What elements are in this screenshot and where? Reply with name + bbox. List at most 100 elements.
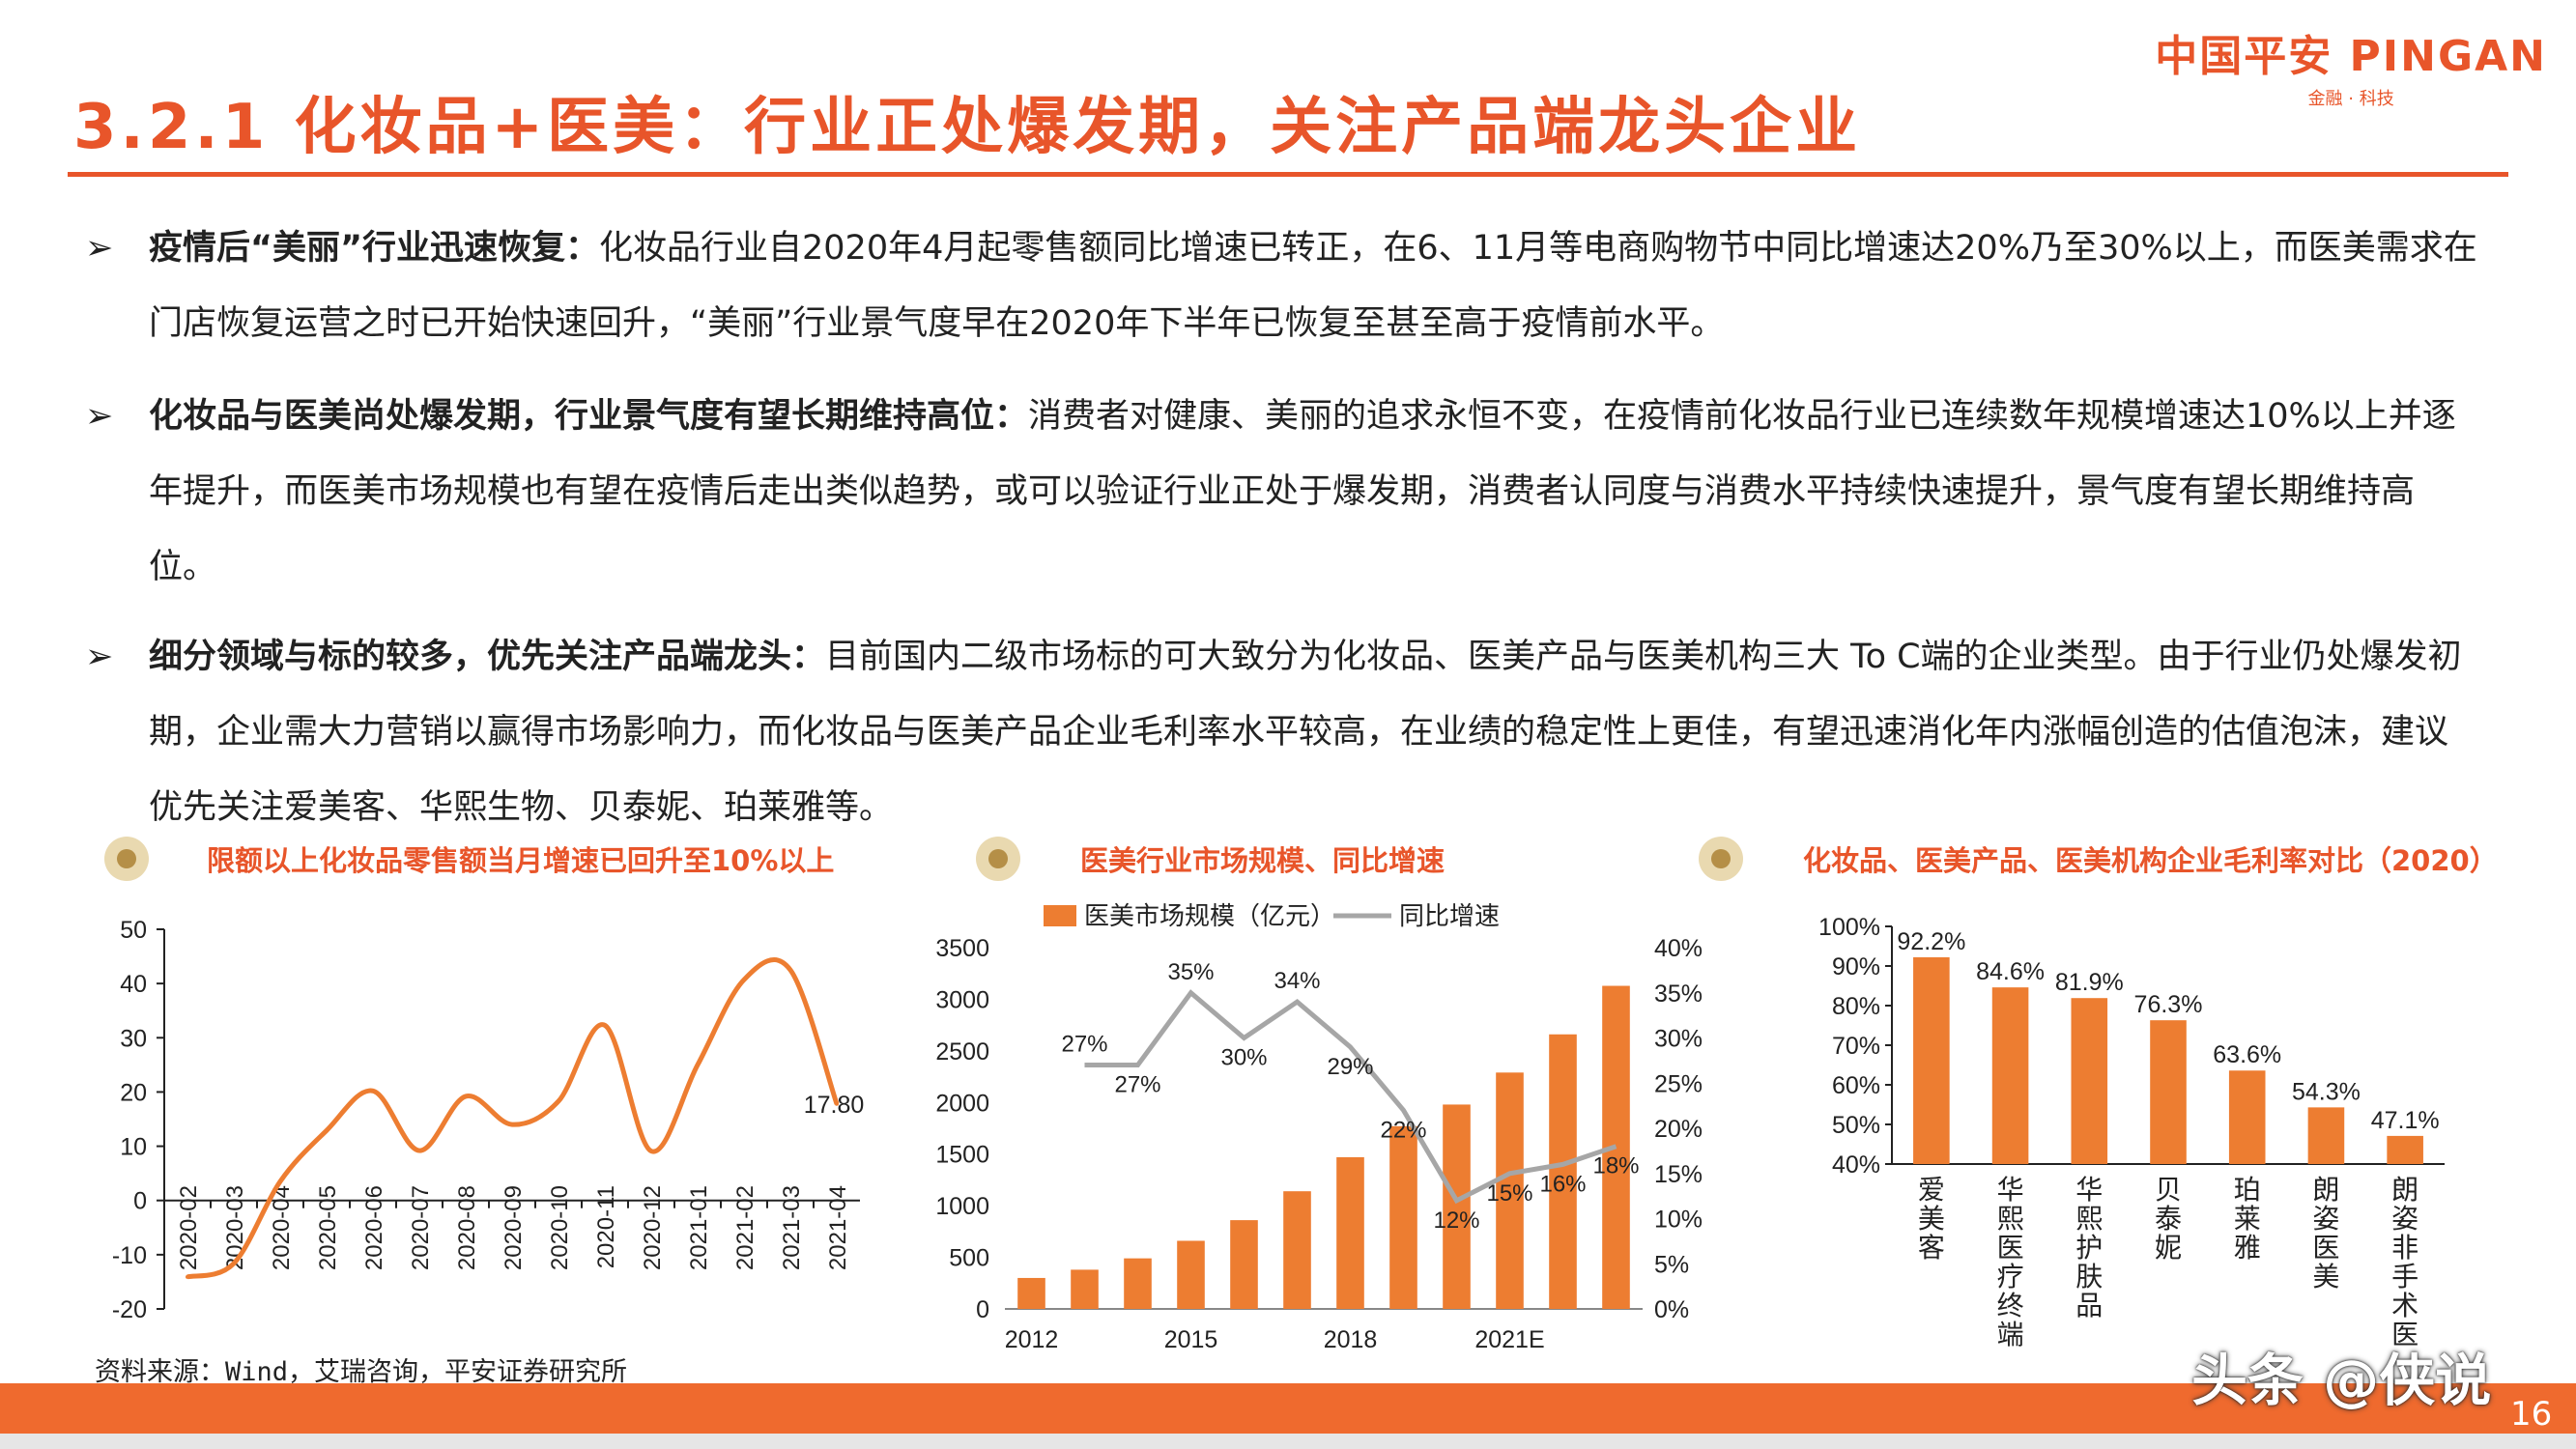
growth-rate-label: 12%	[1433, 1208, 1479, 1234]
growth-rate-label: 15%	[1486, 1180, 1532, 1207]
title-divider	[68, 172, 2508, 177]
value-label: 84.6%	[1976, 958, 2045, 985]
y-tick-label: -10	[112, 1242, 147, 1269]
data-point	[742, 978, 746, 982]
y-tick-label: 40	[120, 971, 147, 998]
y-tick-label: 40%	[1832, 1151, 1880, 1179]
x-tick-label: 2012	[1005, 1326, 1059, 1348]
market-size-bar	[1230, 1220, 1258, 1309]
bullet-arrow-icon: ➢	[85, 638, 114, 676]
data-point	[788, 968, 792, 973]
data-label: 17.80	[804, 1092, 865, 1119]
x-tick-label: 2021-04	[825, 1185, 851, 1270]
y-tick-label: 50	[120, 917, 147, 944]
left-y-tick-label: 1000	[935, 1193, 989, 1220]
chart-3-title: 化妆品、医美产品、医美机构企业毛利率对比（2020）	[1803, 844, 2498, 877]
x-tick-label: 2020-04	[269, 1185, 295, 1270]
data-point	[186, 1274, 189, 1279]
value-label: 76.3%	[2134, 991, 2203, 1018]
left-y-tick-label: 3000	[935, 986, 989, 1013]
chart-1-title-icon	[104, 837, 149, 881]
y-tick-label: 30	[120, 1025, 147, 1052]
x-tick-label: 2020-10	[547, 1185, 573, 1270]
left-y-tick-label: 3500	[935, 935, 989, 962]
market-size-bar	[1177, 1240, 1205, 1309]
logo-tagline: 金融 · 科技	[2307, 89, 2394, 109]
pingan-logo: 中国平安 PINGAN 金融 · 科技	[2155, 21, 2547, 110]
y-tick-label: 70%	[1832, 1033, 1880, 1060]
x-tick-label: 2020-11	[593, 1185, 619, 1268]
y-tick-label: 80%	[1832, 993, 1880, 1020]
growth-rate-line	[1084, 989, 1617, 1205]
chart-2-title-icon	[976, 837, 1020, 881]
watermark: 头条 @侠说	[2191, 1348, 2492, 1413]
market-size-bar	[1283, 1191, 1311, 1309]
legend-bar-swatch	[1044, 905, 1076, 926]
bullet-3-heading: 细分领域与标的较多，优先关注产品端龙头：	[149, 638, 826, 676]
market-size-bar	[1549, 1034, 1577, 1309]
y-tick-label: -20	[112, 1296, 147, 1323]
margin-bar	[2387, 1135, 2423, 1164]
data-point	[371, 1089, 375, 1094]
value-label: 47.1%	[2371, 1107, 2440, 1134]
growth-rate-label: 16%	[1539, 1171, 1586, 1197]
margin-bar	[2307, 1107, 2345, 1164]
market-size-bar	[1389, 1125, 1417, 1309]
gross-margin-bar-chart: 100% 90% 80% 70% 60% 50% 40% 92.2% 爱美客 84.6% 华熙医疗终…	[1818, 914, 2445, 1348]
left-y-tick-label: 2500	[935, 1038, 989, 1065]
x-tick-label: 2021-03	[779, 1185, 805, 1270]
page-number: 16	[2510, 1395, 2553, 1434]
left-y-tick-label: 1500	[935, 1142, 989, 1169]
growth-rate-label: 27%	[1061, 1032, 1107, 1058]
x-tick-label: 2018	[1324, 1326, 1378, 1348]
growth-rate-label: 34%	[1274, 968, 1320, 994]
y-tick-label: 0	[133, 1188, 147, 1215]
right-y-tick-label: 40%	[1654, 935, 1703, 962]
x-category-label: 贝泰妮	[2155, 1175, 2182, 1263]
growth-rate-label: 29%	[1327, 1054, 1373, 1080]
x-tick-label: 2020-08	[454, 1185, 480, 1270]
bullet-2: ➢ 化妆品与医美尚处爆发期，行业景气度有望长期维持高位：消费者对健康、美丽的追求…	[85, 379, 2481, 605]
margin-bar	[2150, 1020, 2187, 1164]
x-tick-label: 2020-02	[176, 1185, 202, 1270]
source-note: 资料来源：Wind，艾瑞咨询，平安证券研究所	[95, 1357, 628, 1387]
chart-2-title: 医美行业市场规模、同比增速	[1080, 844, 1445, 877]
right-y-tick-label: 35%	[1654, 980, 1703, 1008]
right-y-tick-label: 5%	[1654, 1251, 1689, 1278]
y-tick-label: 90%	[1832, 953, 1880, 980]
y-tick-label: 60%	[1832, 1072, 1880, 1099]
data-point	[278, 1179, 282, 1184]
x-tick-label: 2020-05	[315, 1185, 341, 1270]
market-size-bar	[1336, 1156, 1364, 1309]
data-point	[649, 1149, 653, 1153]
margin-bar	[2071, 998, 2108, 1164]
bullet-2-heading: 化妆品与医美尚处爆发期，行业景气度有望长期维持高位：	[149, 397, 1029, 436]
value-label: 54.3%	[2292, 1078, 2361, 1105]
y-tick-label: 50%	[1832, 1112, 1880, 1139]
left-y-tick-label: 0	[976, 1296, 989, 1323]
retail-growth-line-chart: 50 40 30 20 10 0 -10 -20 2020-02 2020-03 2020-04 20…	[112, 917, 865, 1323]
right-y-tick-label: 20%	[1654, 1116, 1703, 1143]
x-category-label: 华熙护肤品	[2075, 1175, 2103, 1321]
bullet-arrow-icon: ➢	[85, 229, 114, 268]
x-category-label: 珀莱雅	[2234, 1175, 2261, 1263]
data-point	[232, 1261, 236, 1265]
page-title: 3.2.1 化妆品+医美：行业正处爆发期，关注产品端龙头企业	[73, 92, 1862, 163]
market-size-bar	[1496, 1072, 1524, 1309]
value-label: 92.2%	[1897, 928, 1965, 955]
data-point	[557, 1098, 560, 1103]
x-tick-label: 2020-07	[408, 1185, 434, 1270]
x-tick-label: 2021-01	[686, 1185, 712, 1270]
bullet-1-heading: 疫情后“美丽”行业迅速恢复：	[149, 229, 600, 268]
x-tick-label: 2020-09	[501, 1185, 527, 1270]
x-category-label: 爱美客	[1918, 1175, 1945, 1263]
data-point	[835, 1101, 839, 1106]
logo-brand: 中国平安 PINGAN	[2155, 32, 2547, 81]
x-category-label: 朗姿医美	[2312, 1175, 2339, 1292]
bullet-3: ➢ 细分领域与标的较多，优先关注产品端龙头：目前国内二级市场标的可大致分为化妆品…	[85, 619, 2481, 845]
bullet-1-text: 化妆品行业自2020年4月起零售额同比增速已转正，在6、11月等电商购物节中同比…	[149, 229, 2477, 343]
retail-growth-line	[186, 957, 840, 1280]
x-category-label: 华熙医疗终端	[1997, 1175, 2024, 1348]
y-tick-label: 10	[120, 1134, 147, 1161]
market-size-bar	[1443, 1104, 1471, 1309]
